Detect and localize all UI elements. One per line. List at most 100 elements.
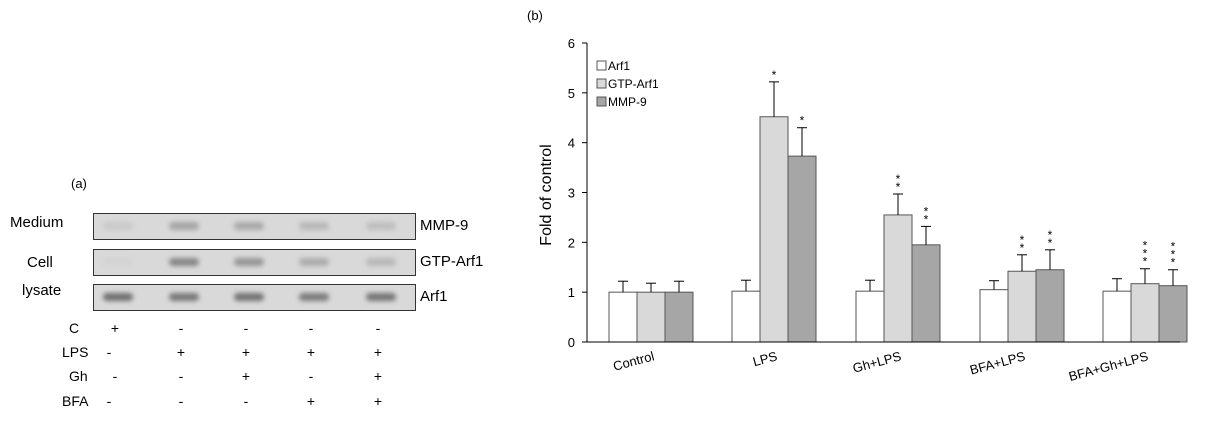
blot-arf1	[93, 284, 416, 311]
bar	[1035, 269, 1065, 343]
significance-mark: *	[896, 180, 901, 194]
significance-mark: *	[1171, 248, 1176, 262]
condition-sign: +	[373, 368, 383, 384]
condition-sign: +	[176, 344, 186, 360]
bar	[664, 291, 694, 343]
bar	[636, 291, 666, 343]
condition-sign: +	[373, 344, 383, 360]
y-tick-label: 4	[568, 136, 575, 151]
y-tick-label: 2	[568, 235, 575, 250]
panel-a-label: (a)	[71, 176, 87, 191]
significance-mark: *	[1171, 240, 1176, 254]
x-tick-label: BFA+LPS	[968, 348, 1027, 377]
blot-band	[234, 293, 264, 301]
significance-mark: *	[1171, 256, 1176, 270]
blot-band	[299, 293, 329, 301]
significance-mark: *	[1143, 239, 1148, 253]
condition-sign: -	[243, 393, 249, 409]
blot-band	[234, 258, 264, 266]
blot-band	[103, 293, 133, 301]
blot-gtp-arf1	[93, 249, 416, 276]
x-tick-label: BFA+Gh+LPS	[1067, 348, 1150, 384]
legend-swatch	[596, 96, 607, 107]
condition-sign: -	[178, 368, 184, 384]
condition-sign: -	[178, 393, 184, 409]
condition-sign: -	[178, 320, 184, 336]
condition-sign: +	[241, 368, 251, 384]
significance-mark: *	[1048, 236, 1053, 250]
significance-mark: *	[1143, 255, 1148, 269]
row-label-medium: Medium	[10, 214, 64, 231]
blot-band	[103, 222, 133, 230]
row-label-cell: Cell	[27, 254, 53, 271]
bar	[883, 214, 913, 343]
condition-sign: +	[306, 393, 316, 409]
legend-entry: Arf1	[608, 59, 630, 73]
blot-band	[299, 222, 329, 230]
bar	[759, 116, 789, 343]
x-tick-label: Gh+LPS	[851, 348, 903, 375]
y-tick-label: 3	[568, 186, 575, 201]
blot-mmp-9	[93, 213, 416, 240]
bar	[855, 290, 885, 343]
condition-sign: +	[110, 320, 120, 336]
bar	[608, 291, 638, 343]
y-tick-label: 1	[568, 285, 575, 300]
bar	[911, 244, 941, 343]
blot-band	[169, 222, 199, 230]
y-tick-label: 5	[568, 86, 575, 101]
condition-sign: -	[243, 320, 249, 336]
condition-sign: -	[308, 320, 314, 336]
condition-sign: +	[306, 344, 316, 360]
condition-sign: -	[375, 320, 381, 336]
blot-label: GTP-Arf1	[420, 253, 484, 270]
bar	[1130, 283, 1160, 343]
x-tick-label: LPS	[751, 348, 779, 369]
blot-band	[169, 293, 199, 301]
blot-band	[299, 258, 329, 266]
condition-sign: +	[241, 344, 251, 360]
significance-mark: *	[1020, 241, 1025, 255]
y-axis-label: Fold of control	[538, 144, 555, 245]
bar	[979, 289, 1009, 343]
legend-swatch	[596, 60, 607, 71]
bar	[731, 290, 761, 343]
bar	[1158, 285, 1188, 343]
condition-sign: -	[106, 393, 112, 409]
bar	[1007, 270, 1037, 343]
x-tick-label: Control	[611, 348, 655, 373]
blot-band	[366, 258, 396, 266]
blot-band	[234, 222, 264, 230]
significance-mark: *	[1143, 247, 1148, 261]
condition-label: BFA	[62, 393, 89, 409]
y-tick-label: 0	[568, 335, 575, 350]
legend-entry: GTP-Arf1	[608, 77, 659, 91]
significance-mark: *	[1048, 228, 1053, 242]
condition-label: C	[69, 320, 80, 336]
bar	[1102, 290, 1132, 343]
significance-mark: *	[772, 68, 777, 82]
significance-mark: *	[896, 172, 901, 186]
blot-label: MMP-9	[420, 217, 469, 234]
condition-label: Gh	[69, 368, 88, 384]
blot-band	[169, 258, 199, 266]
condition-sign: -	[112, 368, 118, 384]
y-tick-label: 6	[568, 36, 575, 51]
blot-band	[366, 293, 396, 301]
condition-sign: -	[308, 368, 314, 384]
significance-mark: *	[924, 204, 929, 218]
legend-swatch	[596, 78, 607, 89]
bar	[787, 155, 817, 343]
blot-band	[366, 222, 396, 230]
condition-label: LPS	[62, 344, 89, 360]
significance-mark: *	[800, 114, 805, 128]
significance-mark: *	[924, 212, 929, 226]
blot-label: Arf1	[420, 288, 448, 305]
legend-entry: MMP-9	[608, 95, 647, 109]
row-label-lysate: lysate	[22, 282, 62, 299]
panel-b-label: (b)	[527, 8, 543, 23]
blot-band	[103, 258, 133, 266]
condition-sign: +	[373, 393, 383, 409]
significance-mark: *	[1020, 233, 1025, 247]
